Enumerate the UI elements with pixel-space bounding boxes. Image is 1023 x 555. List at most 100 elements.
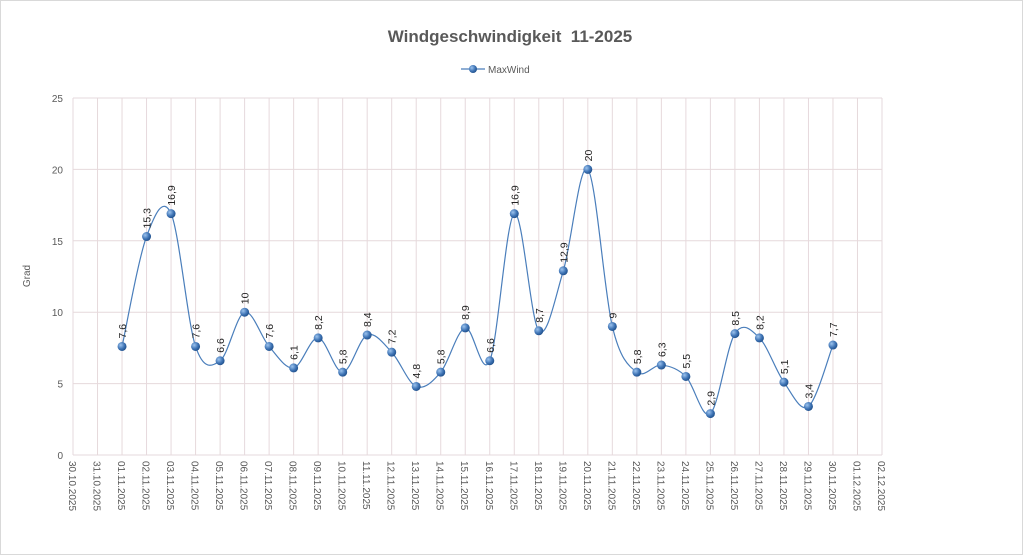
data-label: 6,6 <box>215 338 227 353</box>
x-tick-label: 29.11.2025 <box>801 461 812 511</box>
data-label: 7,6 <box>191 324 203 339</box>
data-label: 8,9 <box>460 305 472 320</box>
series-line <box>121 168 834 415</box>
data-point <box>338 367 348 377</box>
data-label: 8,2 <box>754 315 766 330</box>
data-point <box>754 333 764 343</box>
data-point <box>607 321 617 331</box>
x-tick-label: 22.11.2025 <box>630 461 641 511</box>
x-tick-label: 27.11.2025 <box>752 461 763 511</box>
legend: MaxWind <box>461 65 530 76</box>
legend-label: MaxWind <box>488 65 530 76</box>
x-tick-label: 01.12.2025 <box>850 461 861 511</box>
data-point <box>509 209 519 219</box>
data-label: 8,5 <box>730 311 742 326</box>
data-point <box>656 360 666 370</box>
x-tick-label: 24.11.2025 <box>679 461 690 511</box>
data-point <box>264 341 274 351</box>
data-point <box>583 164 593 174</box>
x-tick-label: 20.11.2025 <box>581 461 592 511</box>
data-point <box>436 367 446 377</box>
data-label: 8,7 <box>534 308 546 323</box>
data-label: 5,8 <box>338 349 350 364</box>
data-point <box>779 377 789 387</box>
x-tick-label: 11.11.2025 <box>360 461 371 510</box>
data-label: 6,1 <box>289 345 301 360</box>
data-label: 4,8 <box>411 364 423 379</box>
data-label: 20 <box>583 150 595 162</box>
x-tick-label: 02.11.2025 <box>140 461 151 511</box>
x-tick-label: 30.11.2025 <box>826 461 837 511</box>
x-tick-label: 09.11.2025 <box>311 461 322 511</box>
data-label: 6,3 <box>656 342 668 357</box>
data-point <box>215 356 225 366</box>
x-tick-label: 01.11.2025 <box>115 461 126 511</box>
x-tick-label: 21.11.2025 <box>605 461 616 511</box>
data-point <box>362 330 372 340</box>
data-label: 16,9 <box>509 185 521 206</box>
data-label: 3,4 <box>803 384 815 399</box>
data-point <box>117 341 127 351</box>
data-label: 5,5 <box>681 354 693 369</box>
data-label: 9 <box>607 312 619 318</box>
x-tick-label: 02.12.2025 <box>875 461 886 511</box>
data-point <box>411 381 421 391</box>
data-label: 2,9 <box>705 391 717 406</box>
x-tick-label: 05.11.2025 <box>213 461 224 511</box>
data-label: 5,1 <box>779 359 791 374</box>
x-tick-label: 07.11.2025 <box>262 461 273 511</box>
data-label: 8,2 <box>313 315 325 330</box>
x-tick-label: 16.11.2025 <box>483 461 494 511</box>
data-point <box>191 341 201 351</box>
data-point <box>534 326 544 336</box>
data-point <box>632 367 642 377</box>
x-tick-label: 25.11.2025 <box>703 461 714 511</box>
y-axis-title: Grad <box>22 265 33 287</box>
y-tick-label: 10 <box>52 308 64 319</box>
y-tick-label: 5 <box>57 380 63 391</box>
data-label: 12,9 <box>558 242 570 263</box>
data-label: 15,3 <box>142 208 154 229</box>
x-tick-label: 10.11.2025 <box>336 461 347 511</box>
y-tick-label: 15 <box>52 237 64 248</box>
data-point <box>387 347 397 357</box>
x-tick-label: 03.11.2025 <box>164 461 175 511</box>
data-point <box>289 363 299 373</box>
data-point <box>705 409 715 419</box>
data-label: 7,7 <box>828 322 840 337</box>
data-point <box>240 307 250 317</box>
x-tick-label: 26.11.2025 <box>728 461 739 511</box>
data-point <box>828 340 838 350</box>
data-label: 10 <box>240 292 252 304</box>
y-tick-label: 20 <box>52 165 64 176</box>
x-tick-label: 06.11.2025 <box>238 461 249 511</box>
x-tick-label: 13.11.2025 <box>409 461 420 511</box>
data-label: 5,8 <box>436 349 448 364</box>
data-point <box>166 209 176 219</box>
data-point <box>558 266 568 276</box>
x-tick-label: 15.11.2025 <box>458 461 469 511</box>
data-label: 16,9 <box>166 185 178 206</box>
data-point <box>681 371 691 381</box>
x-tick-label: 31.10.2025 <box>91 461 102 511</box>
data-point <box>485 356 495 366</box>
x-tick-label: 28.11.2025 <box>777 461 788 511</box>
x-tick-label: 12.11.2025 <box>385 461 396 511</box>
y-tick-label: 0 <box>57 451 63 462</box>
chart-title: Windgeschwindigkeit 11-2025 <box>388 27 633 46</box>
data-label: 5,8 <box>632 349 644 364</box>
x-tick-label: 23.11.2025 <box>654 461 665 511</box>
data-label: 8,4 <box>362 312 374 327</box>
x-tick-label: 04.11.2025 <box>189 461 200 511</box>
data-point <box>313 333 323 343</box>
legend-marker <box>469 65 477 73</box>
x-tick-label: 18.11.2025 <box>532 461 543 511</box>
data-point <box>460 323 470 333</box>
data-label: 6,6 <box>485 338 497 353</box>
x-tick-label: 14.11.2025 <box>434 461 445 511</box>
data-point <box>142 232 152 242</box>
x-tick-label: 08.11.2025 <box>287 461 298 511</box>
data-point <box>803 401 813 411</box>
data-point <box>730 329 740 339</box>
